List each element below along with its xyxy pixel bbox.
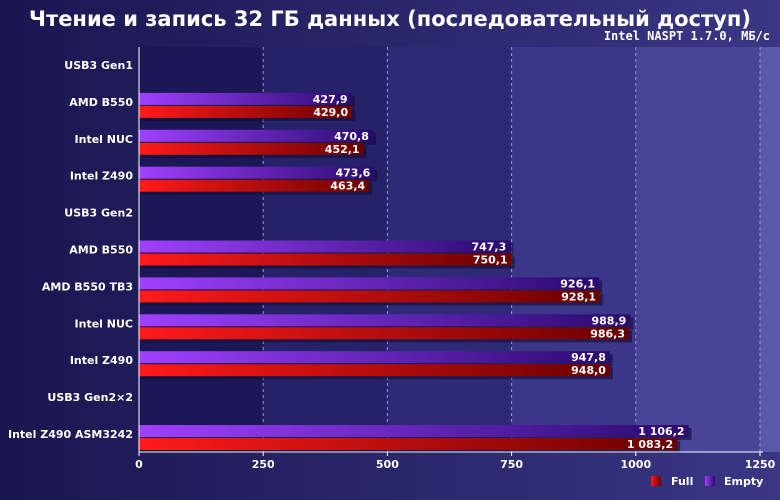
category-label: Intel Z490 — [70, 170, 134, 183]
bar-empty — [139, 425, 689, 437]
value-label-empty: 947,8 — [571, 351, 606, 364]
value-label-empty: 473,6 — [335, 167, 370, 180]
chart-subtitle: Intel NASPT 1.7.0, МБ/с — [604, 29, 770, 43]
plot-band — [760, 47, 780, 452]
plot-band — [511, 47, 636, 452]
bar-empty — [139, 277, 600, 290]
category-label: USB3 Gen1 — [64, 59, 133, 72]
bar-empty — [139, 314, 631, 327]
category-label: AMD B550 — [69, 244, 133, 257]
plot-band — [635, 47, 760, 452]
value-label-full: 986,3 — [590, 327, 625, 340]
bar-full — [139, 179, 370, 192]
value-label-empty: 470,8 — [334, 130, 369, 143]
bar-empty — [139, 129, 373, 142]
category-label: Intel NUC — [75, 317, 133, 330]
value-label-empty: 747,3 — [471, 241, 506, 254]
category-label: USB3 Gen2×2 — [47, 391, 133, 404]
x-tick-label: 500 — [376, 458, 399, 471]
value-label-empty: 988,9 — [591, 314, 626, 327]
category-label: AMD B550 TB3 — [42, 280, 133, 293]
category-label: Intel Z490 ASM3242 — [8, 428, 133, 441]
bar-empty — [139, 240, 511, 253]
value-label-full: 1 083,2 — [627, 438, 673, 451]
legend-label-empty: Empty — [724, 475, 763, 488]
bar-empty — [139, 351, 610, 364]
value-label-full: 948,0 — [571, 364, 606, 377]
bar-full — [139, 105, 353, 118]
legend-swatch-full — [651, 476, 661, 486]
value-label-full: 928,1 — [561, 290, 596, 303]
bar-empty — [139, 166, 375, 179]
legend-label-full: Full — [671, 475, 693, 488]
bar-empty — [139, 92, 352, 105]
value-label-full: 750,1 — [473, 254, 508, 267]
bar-full — [139, 438, 678, 450]
value-label-full: 429,0 — [313, 106, 348, 119]
value-label-empty: 427,9 — [313, 93, 348, 106]
x-tick-label: 0 — [135, 458, 143, 471]
category-label: Intel NUC — [75, 133, 133, 146]
bar-full — [139, 290, 601, 303]
chart-title: Чтение и запись 32 ГБ данных (последоват… — [29, 7, 751, 31]
value-label-full: 452,1 — [325, 143, 360, 156]
x-tick-label: 250 — [252, 458, 275, 471]
x-tick-label: 750 — [500, 458, 523, 471]
bar-full — [139, 364, 610, 377]
legend: Full Empty — [651, 475, 763, 488]
x-tick-label: 1000 — [620, 458, 651, 471]
bar-full — [139, 327, 629, 340]
bar-full — [139, 253, 512, 266]
bar-full — [139, 142, 364, 155]
category-label: USB3 Gen2 — [64, 207, 133, 220]
x-tick-label: 1250 — [745, 458, 776, 471]
legend-swatch-empty — [705, 476, 715, 486]
category-label: AMD B550 — [69, 96, 133, 109]
value-label-full: 463,4 — [330, 180, 365, 193]
value-label-empty: 1 106,2 — [638, 425, 684, 438]
value-label-empty: 926,1 — [560, 277, 595, 290]
category-label: Intel Z490 — [70, 354, 134, 367]
